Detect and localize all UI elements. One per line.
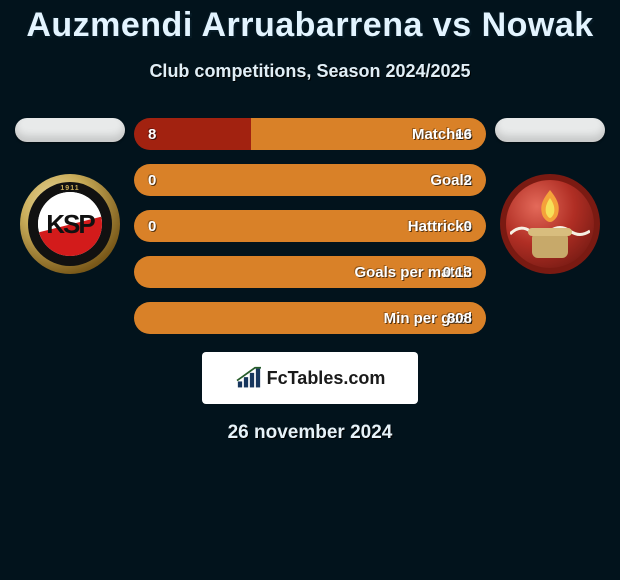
badge-chalice [532, 234, 568, 258]
stats-bars: 8Matches16 0Goals2 0Hattricks0 Goals per ma… [130, 118, 490, 334]
date-text: 26 november 2024 [0, 422, 620, 444]
page-title: Auzmendi Arruabarrena vs Nowak [0, 6, 620, 45]
watermark-text: FcTables.com [267, 368, 386, 389]
stat-value-left: 0 [148, 172, 178, 189]
stat-value-right: 16 [442, 126, 472, 143]
stat-value-left: 0 [148, 218, 178, 235]
stat-row: 0Goals2 [134, 164, 486, 196]
right-country-pill [495, 118, 605, 142]
left-club-badge: 1911 KSP [20, 174, 120, 274]
stat-value-right: 0 [442, 218, 472, 235]
watermark-box: FcTables.com [202, 352, 418, 404]
right-player-column [490, 118, 610, 274]
stat-row: 0Hattricks0 [134, 210, 486, 242]
badge-letters: KSP [20, 174, 120, 274]
left-country-pill [15, 118, 125, 142]
stat-row: Min per goal808 [134, 302, 486, 334]
stat-row: 8Matches16 [134, 118, 486, 150]
stat-value-left: 8 [148, 126, 178, 143]
comparison-card: Auzmendi Arruabarrena vs Nowak Club comp… [0, 0, 620, 444]
stat-value-right: 808 [442, 310, 472, 327]
page-subtitle: Club competitions, Season 2024/2025 [0, 61, 620, 82]
left-player-column: 1911 KSP [10, 118, 130, 274]
stat-row: Goals per match0.13 [134, 256, 486, 288]
bars-icon [235, 366, 263, 390]
right-club-badge [500, 174, 600, 274]
stat-value-right: 2 [442, 172, 472, 189]
stat-value-right: 0.13 [442, 264, 472, 281]
main-row: 1911 KSP 8Matches16 0Goals2 0Hattricks0 Goa… [0, 118, 620, 334]
